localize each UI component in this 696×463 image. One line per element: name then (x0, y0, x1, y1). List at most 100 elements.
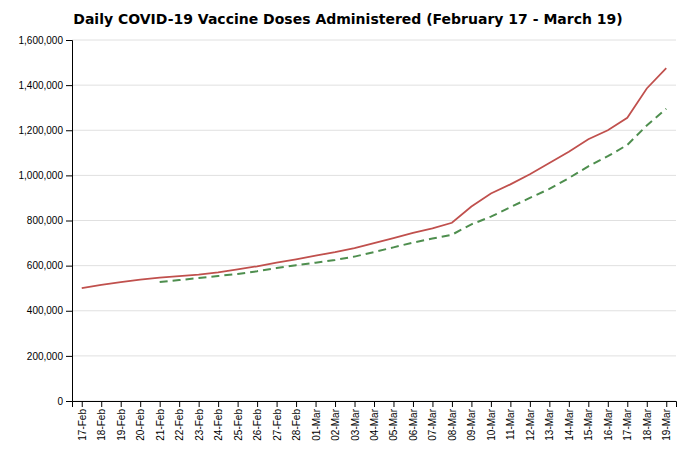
x-tick-label: 20-Feb (135, 409, 146, 441)
x-tick: 26-Feb (252, 401, 263, 441)
y-tick-mark (66, 221, 72, 222)
x-tick: 10-Mar (486, 401, 497, 441)
y-tick: 600,000 (27, 260, 72, 271)
x-tick: 21-Feb (155, 401, 166, 441)
x-tick-label: 17-Feb (77, 409, 88, 441)
x-tick-mark (588, 401, 589, 407)
grid (72, 40, 676, 401)
y-tick: 1,200,000 (19, 125, 73, 136)
grid-line (72, 130, 676, 131)
x-tick: 17-Feb (77, 401, 88, 441)
grid-line (72, 310, 676, 311)
grid-line (72, 40, 676, 41)
x-tick: 28-Feb (291, 401, 302, 441)
x-tick-mark (374, 401, 375, 407)
x-axis: 17-Feb18-Feb19-Feb20-Feb21-Feb22-Feb23-F… (73, 401, 677, 441)
x-tick: 17-Mar (622, 401, 633, 441)
y-tick-mark (66, 85, 72, 86)
x-tick-label: 05-Mar (388, 408, 399, 440)
x-tick-label: 14-Mar (564, 408, 575, 440)
x-tick-label: 17-Mar (622, 408, 633, 440)
x-tick-mark (355, 401, 356, 407)
x-tick-mark (510, 401, 511, 407)
x-tick-mark (393, 401, 394, 407)
x-tick: 22-Feb (174, 401, 185, 441)
title: Daily COVID-19 Vaccine Doses Administere… (73, 11, 622, 27)
x-tick-label: 19-Mar (661, 408, 672, 440)
x-tick-mark (238, 401, 239, 407)
x-tick: 19-Feb (116, 401, 127, 441)
grid-line (72, 175, 676, 176)
x-tick-mark (101, 401, 102, 407)
y-tick-label: 200,000 (27, 351, 64, 362)
series-line (82, 68, 667, 288)
x-tick-label: 09-Mar (466, 408, 477, 440)
x-tick: 24-Feb (213, 401, 224, 441)
grid-line (72, 220, 676, 221)
x-tick-label: 01-Mar (311, 408, 322, 440)
x-tick: 08-Mar (447, 401, 458, 441)
y-tick: 400,000 (27, 305, 72, 316)
x-tick-label: 11-Mar (505, 408, 516, 440)
x-tick: 06-Mar (408, 401, 419, 441)
x-tick-label: 24-Feb (213, 409, 224, 441)
x-tick-label: 22-Feb (174, 409, 185, 441)
y-axis-line (66, 41, 73, 402)
x-tick: 11-Mar (505, 401, 516, 440)
x-tick-mark (179, 401, 180, 407)
y-tick: 1,600,000 (19, 35, 73, 46)
x-tick-mark (471, 401, 472, 407)
x-tick-label: 21-Feb (155, 409, 166, 441)
x-tick: 12-Mar (525, 401, 536, 441)
x-tick: 05-Mar (388, 401, 399, 441)
x-tick-mark (666, 401, 667, 407)
x-tick-label: 12-Mar (525, 408, 536, 440)
lines (82, 68, 667, 288)
x-tick-mark (335, 401, 336, 407)
y-tick-mark (66, 401, 72, 402)
x-tick: 15-Mar (583, 401, 594, 441)
y-tick-label: 1,400,000 (19, 80, 64, 91)
x-tick: 27-Feb (272, 401, 283, 441)
x-tick: 01-Mar (311, 401, 322, 441)
x-tick: 03-Mar (350, 401, 361, 441)
x-tick-label: 03-Mar (350, 408, 361, 440)
y-tick: 0 (57, 396, 72, 407)
x-tick-label: 02-Mar (330, 408, 341, 440)
x-tick-label: 19-Feb (116, 409, 127, 441)
y-tick: 1,400,000 (19, 80, 73, 91)
y-tick: 200,000 (27, 351, 72, 362)
x-tick-mark (277, 401, 278, 407)
y-tick-label: 400,000 (27, 305, 64, 316)
x-tick-mark (199, 401, 200, 407)
x-tick-mark (549, 401, 550, 407)
x-tick-mark (121, 401, 122, 407)
x-tick: 16-Mar (603, 401, 614, 441)
x-tick-label: 25-Feb (233, 409, 244, 441)
x-axis-line (73, 402, 677, 408)
x-tick-label: 26-Feb (252, 409, 263, 441)
y-tick-mark (66, 266, 72, 267)
x-tick-mark (432, 401, 433, 407)
x-tick: 07-Mar (427, 401, 438, 441)
y-tick-mark (66, 311, 72, 312)
x-tick-label: 15-Mar (583, 408, 594, 440)
x-tick-mark (530, 401, 531, 407)
grid-line (72, 355, 676, 356)
y-tick: 800,000 (27, 215, 72, 226)
y-tick-label: 1,200,000 (19, 125, 64, 136)
x-tick-label: 16-Mar (603, 408, 614, 440)
y-tick-label: 1,000,000 (19, 170, 64, 181)
x-tick: 09-Mar (466, 401, 477, 441)
x-tick-mark (569, 401, 570, 407)
y-tick: 1,000,000 (19, 170, 73, 181)
y-tick-label: 0 (57, 396, 63, 407)
x-tick-mark (257, 401, 258, 407)
x-tick-mark (452, 401, 453, 407)
x-tick-mark (316, 401, 317, 407)
x-tick-mark (218, 401, 219, 407)
x-tick-mark (160, 401, 161, 407)
x-tick-mark (82, 401, 83, 407)
grid-line (72, 85, 676, 86)
y-tick-label: 600,000 (27, 260, 64, 271)
